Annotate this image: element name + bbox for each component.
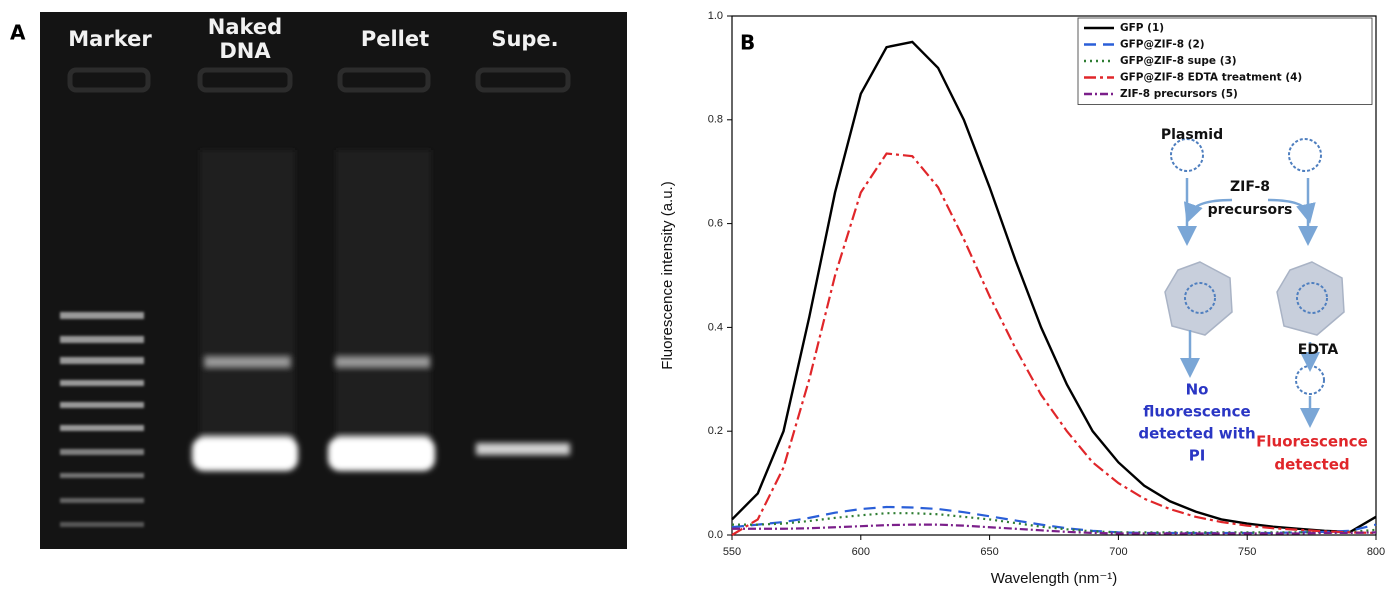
- y-tick-label: 0.4: [708, 321, 723, 333]
- x-tick-label: 800: [1367, 546, 1385, 558]
- inset-text: precursors: [1208, 202, 1293, 218]
- lane-label: Pellet: [361, 27, 429, 51]
- lane-label: Supe.: [491, 27, 558, 51]
- series-line: [731, 40, 1377, 534]
- legend-label: GFP@ZIF-8 supe (3): [1120, 55, 1237, 67]
- y-tick-label: 0.8: [708, 114, 723, 126]
- inset-text: detected: [1274, 456, 1349, 474]
- x-tick-label: 600: [852, 546, 870, 558]
- legend-box: [1077, 17, 1373, 105]
- y-tick-label: 0.6: [708, 218, 723, 230]
- inset-text: Fluorescence: [1256, 433, 1368, 451]
- legend-label: GFP@ZIF-8 (2): [1120, 39, 1205, 51]
- x-tick-label: 550: [723, 546, 741, 558]
- series-line: [732, 523, 1377, 535]
- inset-text: fluorescence: [1143, 403, 1250, 421]
- legend-label: ZIF-8 precursors (5): [1120, 88, 1238, 100]
- x-tick-label: 700: [1109, 546, 1127, 558]
- series-line: [731, 152, 1377, 536]
- lane-label: Naked: [208, 15, 282, 39]
- x-tick-label: 750: [1238, 546, 1256, 558]
- y-tick-label: 0.0: [708, 529, 723, 541]
- legend-label: GFP@ZIF-8 EDTA treatment (4): [1120, 72, 1302, 84]
- inset-text: EDTA: [1298, 342, 1339, 358]
- inset-text: PI: [1189, 447, 1206, 465]
- panel-label: B: [740, 31, 755, 55]
- y-tick-label: 1.0: [708, 10, 723, 22]
- chart: 550 600 650 700 750 800 0.0 0.2 0.4 0.6 0.8 1.0 Wave…: [659, 10, 1385, 587]
- inset-text: Plasmid: [1161, 127, 1223, 143]
- lane-label: DNA: [219, 39, 271, 63]
- legend-label: GFP (1): [1120, 22, 1164, 34]
- series-line: [731, 505, 1377, 535]
- gel-bands: [192, 150, 570, 471]
- inset-text: No: [1186, 381, 1209, 399]
- x-axis-title: Wavelength (nm⁻¹): [991, 570, 1118, 587]
- y-axis-title: Fluorescence intensity (a.u.): [659, 181, 676, 369]
- panel-label: A: [10, 21, 26, 45]
- inset-text: ZIF-8: [1230, 179, 1270, 195]
- ladder: [60, 312, 144, 527]
- gel-wells: [67, 67, 571, 93]
- y-tick-label: 0.2: [708, 425, 723, 437]
- x-tick-label: 650: [980, 546, 998, 558]
- lane-label: Marker: [68, 27, 152, 51]
- inset-diagram: Plasmid ZIF-8 precursors EDTA No fluores…: [1138, 127, 1368, 474]
- inset-text: detected with: [1138, 425, 1255, 443]
